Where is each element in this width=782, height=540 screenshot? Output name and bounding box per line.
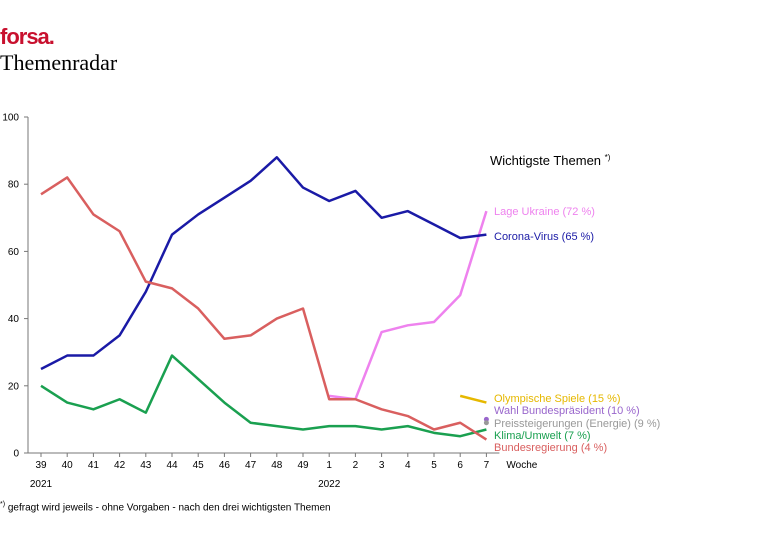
footnote-mark: *) <box>0 501 6 508</box>
x-tick-label: 42 <box>114 460 126 471</box>
footnote: *) gefragt wird jeweils - ohne Vorgaben … <box>0 501 331 513</box>
series-line <box>40 176 488 441</box>
x-tick-label: 4 <box>405 460 411 471</box>
x-tick-label: 3 <box>379 460 385 471</box>
page-title: Themenradar <box>0 50 118 75</box>
y-tick-label: 20 <box>8 381 20 392</box>
chart-title: Wichtigste Themen *) <box>490 153 611 168</box>
series-label: Klima/Umwelt (7 %) <box>494 430 591 442</box>
chart-title-mark: *) <box>605 153 611 162</box>
y-tick-label: 60 <box>8 247 20 258</box>
chart-series <box>40 156 489 441</box>
y-tick-label: 0 <box>13 449 19 460</box>
x-tick-label: 7 <box>484 460 490 471</box>
year-label: 2022 <box>318 479 341 490</box>
series-line <box>40 156 487 371</box>
year-label: 2021 <box>30 479 53 490</box>
x-tick-label: 49 <box>297 460 309 471</box>
x-tick-label: 1 <box>326 460 332 471</box>
x-tick-label: 40 <box>62 460 74 471</box>
x-tick-label: 47 <box>245 460 257 471</box>
series-line <box>459 394 487 404</box>
x-tick-label: 45 <box>193 460 205 471</box>
series-label: Olympische Spiele (15 %) <box>494 393 621 405</box>
x-tick-label: 2 <box>353 460 359 471</box>
series-label: Lage Ukraine (72 %) <box>494 206 595 218</box>
forsa-logo: forsa. <box>0 24 55 49</box>
series-line <box>40 354 487 438</box>
x-tick-label: 44 <box>166 460 178 471</box>
series-label: Bundesregierung (4 %) <box>494 442 607 454</box>
x-tick-label: 43 <box>140 460 152 471</box>
y-tick-label: 80 <box>8 180 20 191</box>
footnote-text: gefragt wird jeweils - ohne Vorgaben - n… <box>7 502 331 514</box>
x-tick-label: 5 <box>431 460 437 471</box>
x-axis-title: Woche <box>506 460 537 471</box>
chart-title-text: Wichtigste Themen <box>490 153 605 168</box>
y-tick-label: 100 <box>2 113 19 124</box>
x-tick-label: 41 <box>88 460 100 471</box>
series-point <box>483 420 489 426</box>
chart-labels: Wichtigste Themen *) Lage Ukraine (72 %) C… <box>490 153 660 454</box>
series-line <box>329 210 488 401</box>
series-label: Corona-Virus (65 %) <box>494 231 594 243</box>
x-tick-label: 39 <box>35 460 47 471</box>
series-label: Wahl Bundespräsident (10 %) <box>494 405 640 417</box>
series-label: Preissteigerungen (Energie) (9 %) <box>494 418 660 430</box>
x-tick-label: 6 <box>457 460 463 471</box>
x-tick-label: 48 <box>271 460 283 471</box>
y-tick-label: 40 <box>8 314 20 325</box>
x-tick-label: 46 <box>219 460 231 471</box>
